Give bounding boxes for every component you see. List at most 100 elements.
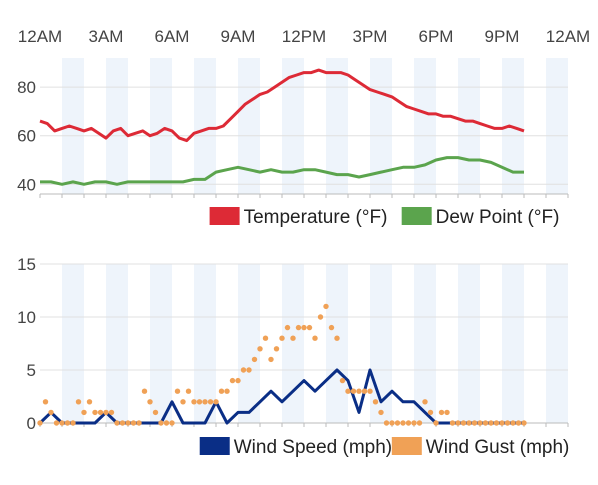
- gust-point: [356, 388, 362, 394]
- gust-point: [466, 420, 472, 426]
- gust-point: [449, 420, 456, 426]
- gust-point: [136, 420, 142, 426]
- gust-point: [477, 420, 483, 426]
- gust-point: [229, 377, 236, 384]
- gust-point: [202, 399, 208, 405]
- gust-point: [405, 420, 412, 426]
- gust-point: [42, 399, 49, 405]
- temperature-line: [39, 68, 525, 143]
- hour-band: [458, 58, 480, 194]
- gust-point: [383, 420, 390, 426]
- gust-point: [504, 420, 511, 426]
- gust-point: [180, 399, 186, 405]
- gust-point: [438, 409, 445, 416]
- gust-point: [433, 420, 439, 426]
- gust-point: [317, 314, 324, 320]
- gust-point: [361, 388, 368, 394]
- hour-band: [150, 264, 172, 423]
- gust-point: [279, 335, 285, 341]
- time-tick-label: 3PM: [353, 27, 388, 46]
- time-tick-label: 9PM: [485, 27, 520, 46]
- hour-band: [150, 58, 172, 194]
- gust-point: [48, 409, 54, 416]
- hour-band: [326, 264, 348, 423]
- gust-point: [268, 356, 274, 363]
- gust-point: [400, 420, 406, 426]
- gust-point: [158, 420, 164, 426]
- legend-label: Temperature (°F): [244, 207, 388, 228]
- y-tick-label: 40: [17, 175, 36, 194]
- gust-point: [471, 420, 478, 426]
- time-tick-label: 9AM: [221, 27, 256, 46]
- legend-swatch: [199, 437, 230, 455]
- legend-label: Dew Point (°F): [436, 207, 560, 228]
- gust-point: [312, 335, 318, 341]
- wind-legend: Wind Speed (mph) Wind Gust (mph): [199, 437, 569, 458]
- gust-point: [53, 420, 60, 426]
- gust-point: [152, 409, 159, 416]
- gust-point: [246, 367, 252, 373]
- gust-point: [482, 420, 489, 426]
- time-tick-label: 12AM: [18, 27, 62, 46]
- gust-point: [372, 399, 379, 405]
- hour-band: [502, 264, 524, 423]
- gust-point: [218, 388, 225, 394]
- legend-swatch: [401, 207, 432, 225]
- y-tick-label: 15: [17, 255, 36, 274]
- gust-point: [455, 420, 461, 426]
- gust-point: [213, 399, 219, 405]
- gust-point: [262, 335, 269, 341]
- gust-point: [86, 399, 93, 405]
- hour-band: [414, 264, 436, 423]
- gust-point: [273, 346, 280, 352]
- gust-point: [75, 399, 82, 405]
- hour-band: [194, 58, 216, 194]
- gust-point: [515, 420, 522, 426]
- gust-point: [92, 409, 98, 416]
- gust-point: [411, 420, 417, 426]
- gust-point: [37, 420, 43, 426]
- gust-point: [290, 335, 296, 341]
- gust-point: [257, 346, 263, 352]
- y-tick-label: 80: [17, 78, 36, 97]
- gust-point: [191, 399, 197, 405]
- time-axis: 12AM 3AM 6AM 9AM 12PM 3PM 6PM 9PM 12AM: [18, 27, 590, 46]
- hour-band: [238, 58, 260, 194]
- gust-point: [295, 324, 302, 331]
- y-tick-label: 5: [27, 361, 36, 380]
- time-tick-label: 12PM: [282, 27, 326, 46]
- gust-point: [174, 388, 181, 394]
- gust-point: [130, 420, 137, 426]
- temperature-dewpoint-legend: Temperature (°F) Dew Point (°F): [209, 207, 560, 228]
- gust-point: [427, 409, 434, 416]
- gust-point: [521, 420, 527, 426]
- gust-point: [416, 420, 423, 426]
- time-tick-label: 3AM: [89, 27, 124, 46]
- gust-point: [114, 420, 120, 426]
- gust-point: [323, 303, 329, 310]
- hour-band: [106, 264, 128, 423]
- gust-point: [59, 420, 65, 426]
- gust-point: [141, 388, 148, 394]
- hour-band: [238, 264, 260, 423]
- gust-point: [306, 324, 313, 331]
- gust-point: [251, 356, 258, 363]
- gust-point: [394, 420, 401, 426]
- gust-point: [444, 409, 450, 416]
- gust-point: [339, 377, 346, 384]
- y-tick-label: 0: [27, 414, 36, 433]
- gust-point: [378, 409, 384, 416]
- gust-point: [224, 388, 230, 394]
- legend-label: Wind Speed (mph): [234, 437, 392, 458]
- gust-point: [125, 420, 131, 426]
- gust-point: [207, 399, 214, 405]
- gust-point: [81, 409, 87, 416]
- hour-band: [414, 58, 436, 194]
- hour-band: [458, 264, 480, 423]
- gust-point: [350, 388, 357, 394]
- gust-point: [185, 388, 192, 394]
- hour-band: [106, 58, 128, 194]
- gust-point: [97, 409, 104, 416]
